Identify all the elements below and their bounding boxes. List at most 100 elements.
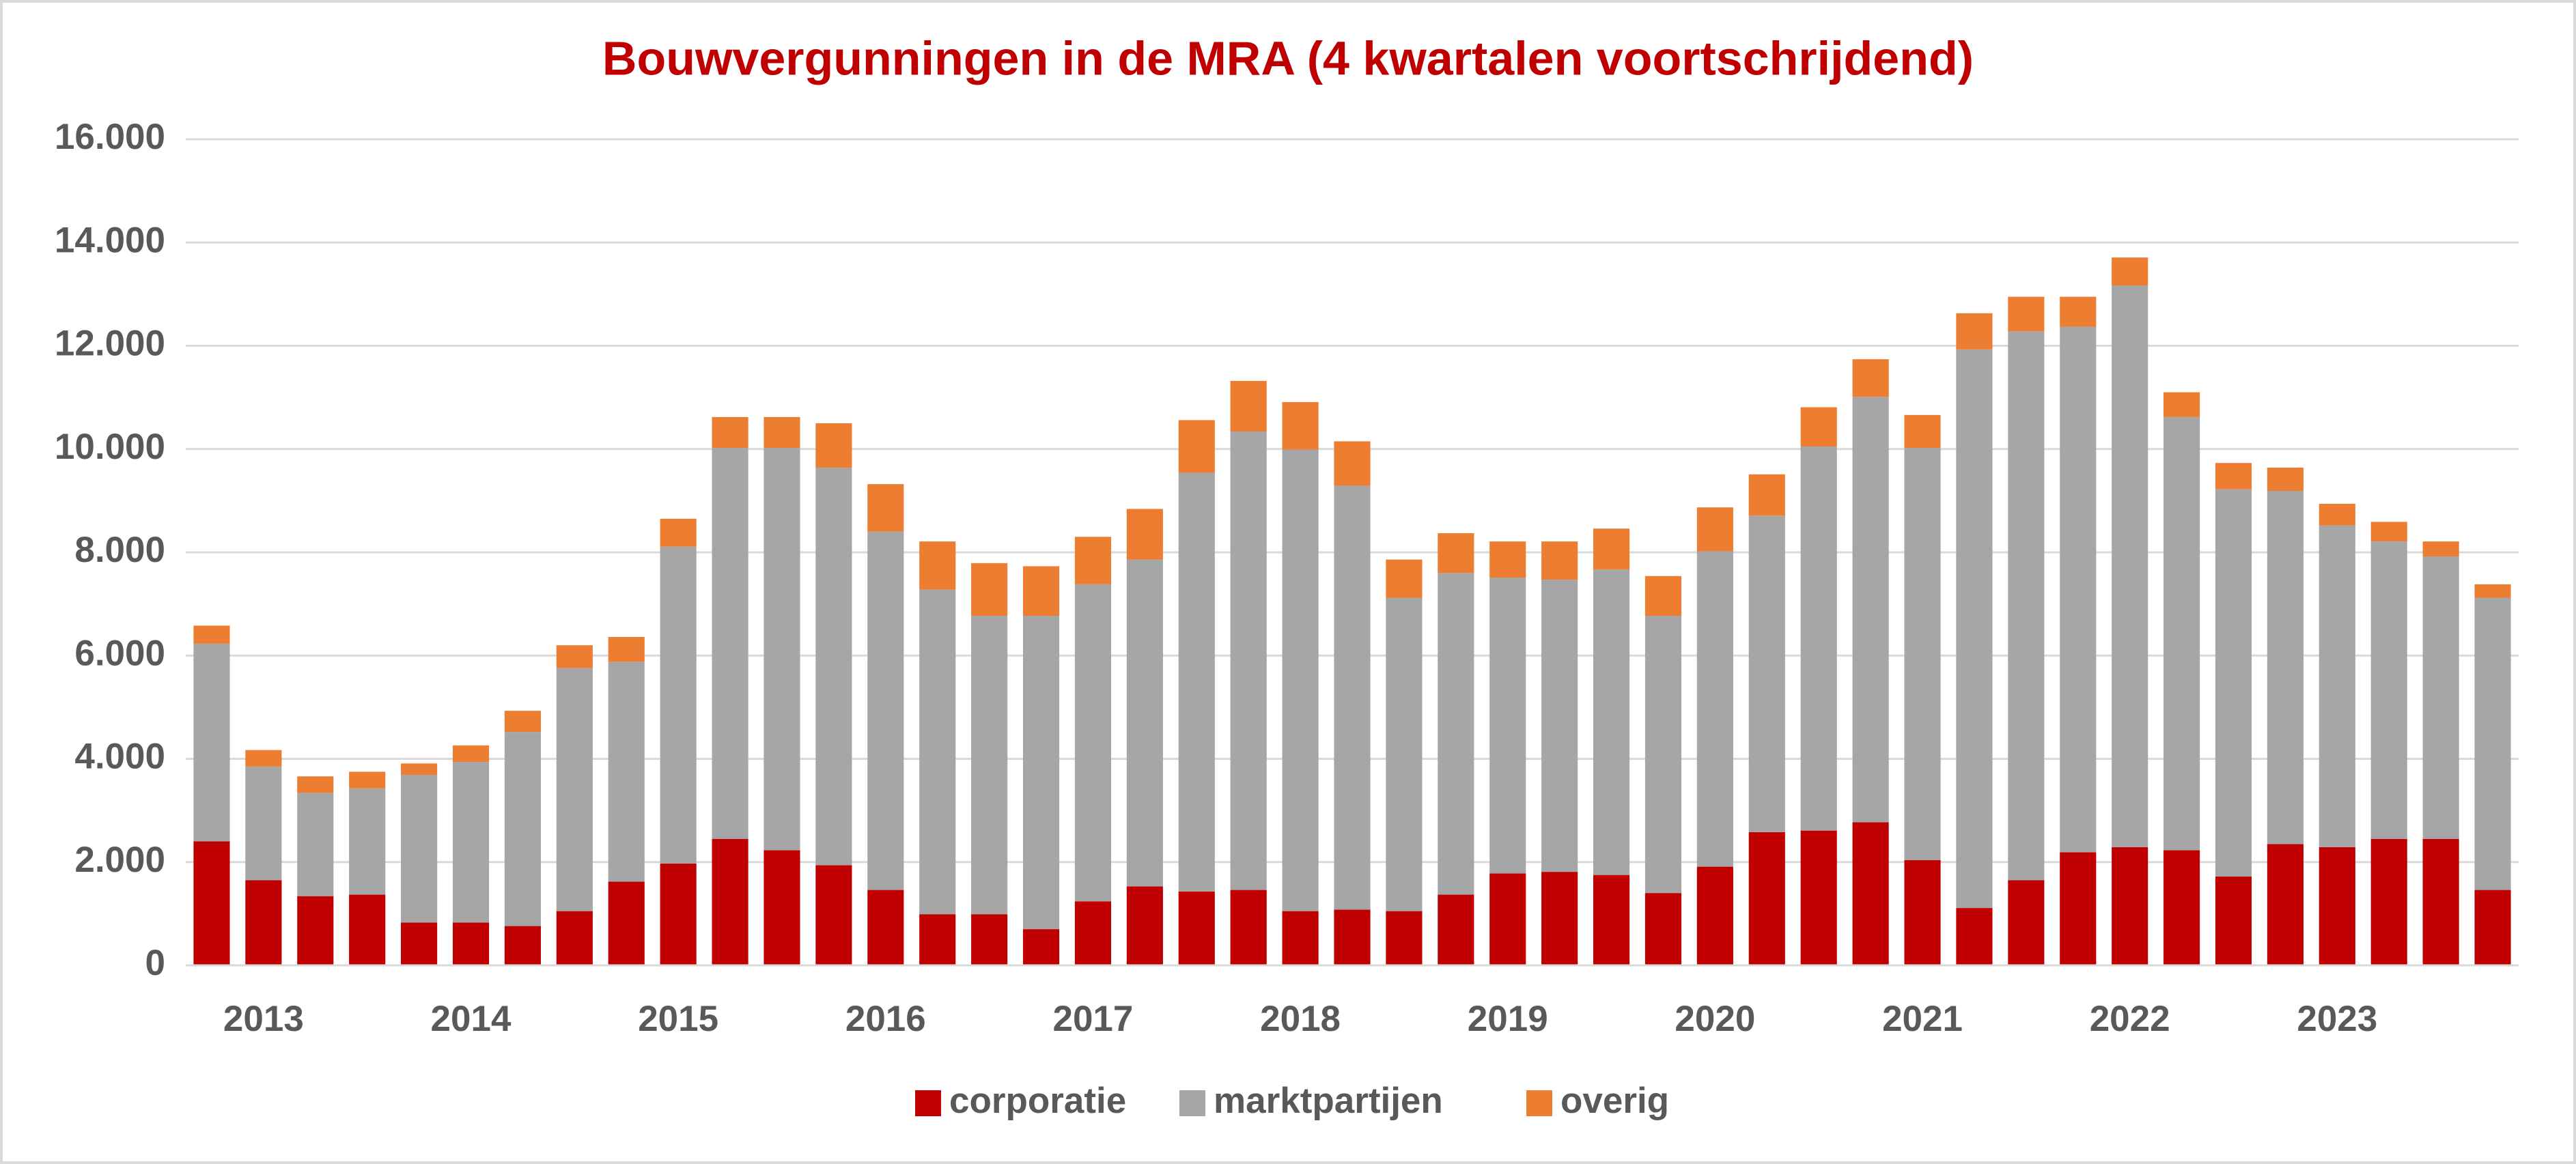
bar-segment [1956, 349, 1993, 909]
x-tick-label: 2018 [1260, 999, 1341, 1039]
bar-segment [1282, 449, 1319, 911]
bar-segment [815, 423, 852, 468]
bar-segment [2112, 257, 2148, 286]
bar-segment [2112, 847, 2148, 965]
bar-segment [2215, 463, 2252, 489]
bar-segment [1800, 446, 1837, 831]
bar-segment [401, 763, 438, 775]
bar-segment [1438, 573, 1474, 895]
bar-segment [1748, 832, 1785, 965]
bar-segment [2370, 541, 2407, 839]
bar-segment [2474, 890, 2511, 965]
bar-segment [1956, 908, 1993, 965]
bar-segment [297, 793, 334, 896]
bar-segment [1334, 485, 1371, 910]
bar-segment [2474, 584, 2511, 598]
bar-segment [1178, 420, 1215, 473]
bar-segment [2060, 326, 2097, 853]
bar-segment [1852, 822, 1889, 965]
bar-segment [1541, 872, 1578, 965]
bar-segment [401, 922, 438, 965]
bar-segment [452, 922, 490, 965]
legend-swatch [1179, 1090, 1205, 1116]
bar-segment [1956, 313, 1993, 350]
y-tick-label: 16.000 [55, 117, 165, 157]
bar-segment [1438, 533, 1474, 573]
bar-segment [1748, 515, 1785, 832]
bar-segment [556, 911, 593, 965]
bar-segment [1644, 576, 1682, 616]
bar-segment [660, 546, 697, 864]
bar-segment [2474, 597, 2511, 890]
bar-segment [1541, 541, 1578, 580]
bar-segment [349, 894, 386, 965]
bar-segment [2422, 541, 2459, 557]
bar-segment [608, 662, 645, 882]
bar-segment [608, 637, 645, 662]
bar-segment [867, 890, 904, 965]
bar-segment [1126, 886, 1163, 965]
bar-segment [1852, 359, 1889, 397]
bar-segment [297, 896, 334, 965]
bar-segment [2060, 296, 2097, 327]
bar-segment [919, 589, 956, 915]
bar-segment [245, 880, 282, 965]
bar-segment [1230, 431, 1267, 890]
bar-segment [1593, 569, 1630, 875]
bar-segment [2319, 847, 2355, 965]
bar-segment [1334, 441, 1371, 486]
bar-segment [1904, 860, 1941, 965]
bar-segment [193, 643, 230, 842]
bar-segment [608, 881, 645, 965]
x-tick-label: 2015 [638, 999, 718, 1039]
bar-segment [1489, 873, 1526, 965]
bar-segment [1696, 866, 1733, 965]
bar-segment [504, 711, 541, 733]
bar-segment [660, 864, 697, 965]
bar-segment [1904, 414, 1941, 449]
bar-segment [1074, 584, 1112, 902]
bar-segment [2164, 416, 2200, 851]
bar-segment [1800, 830, 1837, 965]
bar-segment [764, 416, 800, 449]
bar-segment [556, 645, 593, 668]
bar-segment [1282, 401, 1319, 450]
bar-segment [971, 914, 1008, 965]
x-tick-label: 2017 [1052, 999, 1133, 1039]
legend-label: overig [1560, 1081, 1669, 1121]
bar-segment [1696, 507, 1733, 552]
bar-segment [712, 448, 748, 839]
bar-segment [349, 771, 386, 789]
bar-segment [2422, 556, 2459, 839]
legend-swatch [915, 1090, 941, 1116]
bar-segment [919, 541, 956, 590]
x-tick-label: 2016 [845, 999, 926, 1039]
bar-segment [1593, 528, 1630, 569]
bar-segment [1022, 566, 1060, 616]
bar-segment [1074, 901, 1112, 965]
bar-segment [2008, 331, 2045, 881]
x-tick-label: 2023 [2297, 999, 2377, 1039]
bar-segment [1334, 909, 1371, 965]
x-tick-label: 2020 [1675, 999, 1755, 1039]
bar-segment [1593, 875, 1630, 965]
bar-segment [1644, 893, 1682, 965]
x-tick-label: 2022 [2090, 999, 2170, 1039]
bar-segment [867, 484, 904, 532]
bar-segment [867, 531, 904, 890]
bar-segment [2164, 392, 2200, 417]
bar-segment [2008, 296, 2045, 332]
bar-segment [2164, 850, 2200, 965]
bar-segment [2215, 489, 2252, 877]
y-tick-label: 10.000 [55, 427, 165, 467]
bar-segment [2267, 844, 2304, 965]
y-tick-label: 0 [145, 943, 165, 983]
bar-segment [452, 745, 490, 763]
bar-segment [1386, 559, 1423, 598]
legend-label: corporatie [949, 1081, 1126, 1121]
bar-segment [1230, 380, 1267, 432]
y-tick-label: 14.000 [55, 220, 165, 260]
bar-segment [815, 467, 852, 866]
